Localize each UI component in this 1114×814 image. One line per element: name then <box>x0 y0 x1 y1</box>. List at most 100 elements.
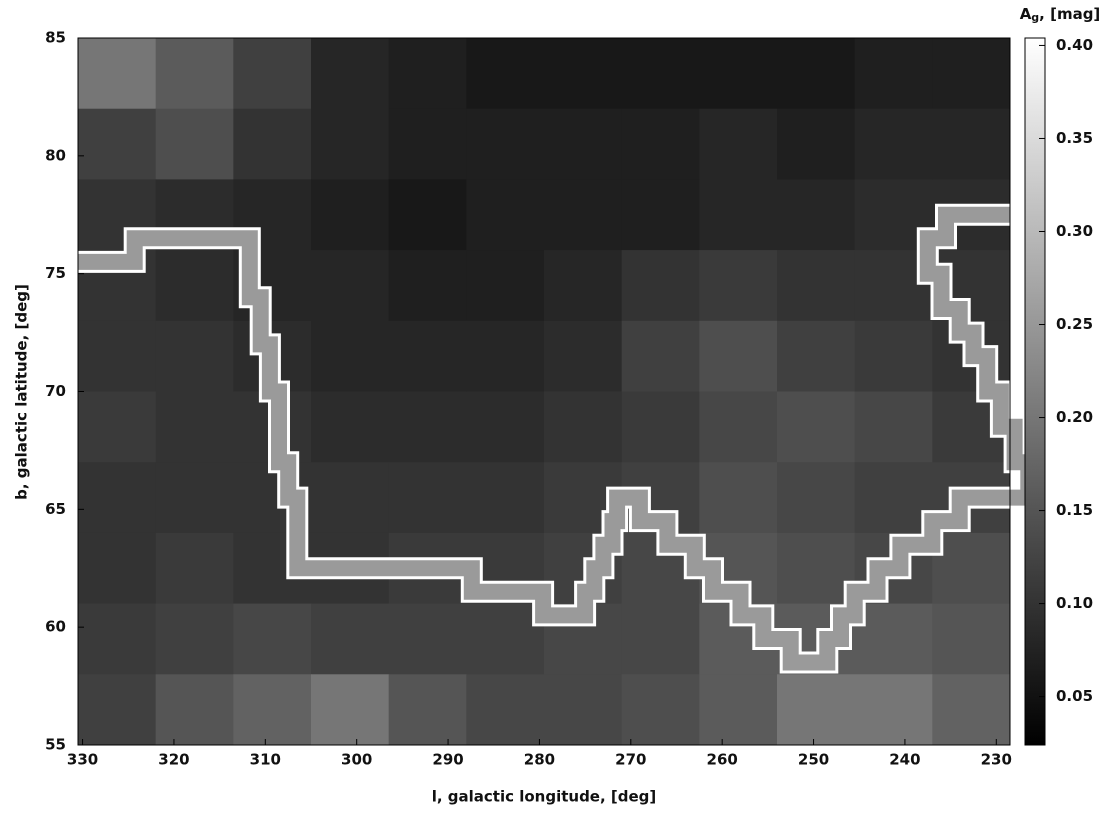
heatmap-cell <box>78 38 156 109</box>
heatmap-cell <box>233 604 311 675</box>
heatmap-cell <box>855 109 933 180</box>
heatmap-cell <box>466 462 544 533</box>
heatmap-cell <box>622 109 700 180</box>
colorbar-tick-label: 0.05 <box>1056 687 1093 705</box>
heatmap-cell <box>389 392 467 463</box>
heatmap-cell <box>699 321 777 392</box>
colorbar-tick-label: 0.35 <box>1056 129 1093 147</box>
heatmap-cell <box>544 392 622 463</box>
heatmap-cell <box>622 674 700 745</box>
x-tick-label: 280 <box>524 751 555 769</box>
heatmap-cell <box>156 109 234 180</box>
chart: Ag, [mag] l, galactic longitude, [deg] b… <box>0 0 1114 814</box>
heatmap-cell <box>78 462 156 533</box>
heatmap-cell <box>777 38 855 109</box>
heatmap-cell <box>622 392 700 463</box>
x-axis-label: l, galactic longitude, [deg] <box>432 788 657 806</box>
colorbar-tick-label: 0.25 <box>1056 315 1093 333</box>
colorbar <box>1025 38 1045 745</box>
heatmap-cell <box>932 38 1010 109</box>
heatmap-cell <box>389 462 467 533</box>
heatmap-cell <box>855 462 933 533</box>
y-tick-label: 70 <box>45 382 66 400</box>
heatmap-cell <box>777 462 855 533</box>
heatmap-cell <box>233 38 311 109</box>
heatmap-cell <box>78 604 156 675</box>
heatmap-cell <box>855 321 933 392</box>
heatmap-cell <box>78 392 156 463</box>
heatmap-cell <box>855 38 933 109</box>
heatmap-cell <box>855 604 933 675</box>
heatmap-cell <box>777 250 855 321</box>
heatmap-cell <box>622 250 700 321</box>
heatmap-cell <box>699 674 777 745</box>
heatmap-cell <box>544 250 622 321</box>
colorbar-label: Ag, [mag] <box>1020 5 1101 25</box>
heatmap-cell <box>311 462 389 533</box>
heatmap-cell <box>699 250 777 321</box>
y-tick-label: 55 <box>45 736 66 754</box>
heatmap-cell <box>311 38 389 109</box>
y-tick-label: 85 <box>45 29 66 47</box>
heatmap-cell <box>466 179 544 250</box>
heatmap-cell <box>156 250 234 321</box>
heatmap-cell <box>156 533 234 604</box>
x-tick-label: 290 <box>432 751 463 769</box>
y-tick-label: 65 <box>45 500 66 518</box>
heatmap-cell <box>389 604 467 675</box>
heatmap-cell <box>699 392 777 463</box>
y-axis-label: b, galactic latitude, [deg] <box>13 284 31 500</box>
heatmap-cell <box>932 533 1010 604</box>
heatmap-cell <box>544 109 622 180</box>
heatmap-cell <box>233 674 311 745</box>
heatmap-cell <box>156 604 234 675</box>
heatmap-cell <box>855 392 933 463</box>
heatmap-cell <box>233 109 311 180</box>
heatmap-cell <box>389 321 467 392</box>
heatmap-cell <box>544 38 622 109</box>
heatmap-cell <box>311 321 389 392</box>
y-tick-label: 60 <box>45 618 66 636</box>
colorbar-tick-label: 0.30 <box>1056 222 1093 240</box>
heatmap-cell <box>777 321 855 392</box>
heatmap-cell <box>932 109 1010 180</box>
heatmap-cell <box>389 38 467 109</box>
colorbar-tick-label: 0.10 <box>1056 594 1093 612</box>
heatmap-cell <box>466 250 544 321</box>
x-tick-label: 310 <box>250 751 281 769</box>
x-tick-label: 330 <box>67 751 98 769</box>
heatmap-cell <box>622 604 700 675</box>
heatmap-cell <box>156 321 234 392</box>
heatmap-cell <box>156 462 234 533</box>
heatmap-cell <box>311 179 389 250</box>
heatmap-cell <box>466 38 544 109</box>
heatmap-cell <box>622 321 700 392</box>
heatmap-cell <box>544 179 622 250</box>
heatmap-cell <box>932 674 1010 745</box>
colorbar-tick-label: 0.40 <box>1056 36 1093 54</box>
heatmap-cell <box>389 674 467 745</box>
heatmap-cell <box>466 321 544 392</box>
heatmap-cell <box>78 109 156 180</box>
heatmap-cell <box>311 392 389 463</box>
y-tick-label: 80 <box>45 146 66 164</box>
heatmap-cell <box>156 674 234 745</box>
x-tick-label: 300 <box>341 751 372 769</box>
heatmap-cell <box>777 533 855 604</box>
heatmap-cell <box>156 392 234 463</box>
heatmap-cell <box>699 462 777 533</box>
heatmap-cell <box>78 533 156 604</box>
heatmap-cell <box>699 109 777 180</box>
heatmap-cell <box>777 109 855 180</box>
heatmap-cell <box>466 674 544 745</box>
heatmap-cell <box>932 604 1010 675</box>
x-tick-label: 260 <box>707 751 738 769</box>
heatmap-cell <box>389 179 467 250</box>
x-tick-label: 230 <box>981 751 1012 769</box>
heatmap-cell <box>777 179 855 250</box>
heatmap <box>78 38 1011 746</box>
heatmap-cell <box>699 38 777 109</box>
x-tick-label: 270 <box>615 751 646 769</box>
heatmap-cell <box>466 392 544 463</box>
heatmap-cell <box>311 674 389 745</box>
